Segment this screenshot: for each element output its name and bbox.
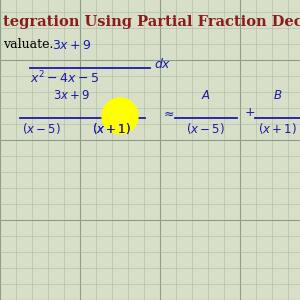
Text: $(x +1)$: $(x +1)$	[92, 121, 131, 136]
Text: $3x + 9$: $3x + 9$	[52, 39, 92, 52]
Text: $+$: $+$	[244, 106, 256, 119]
Circle shape	[102, 98, 138, 134]
Text: $\approx$: $\approx$	[161, 106, 175, 119]
Text: $dx$: $dx$	[154, 57, 171, 71]
Text: valuate.: valuate.	[3, 38, 53, 51]
Text: $A$: $A$	[201, 89, 211, 102]
Text: $B$: $B$	[273, 89, 283, 102]
Text: $(x-5)$: $(x-5)$	[22, 121, 62, 136]
Text: $x^2-4x-5$: $x^2-4x-5$	[30, 70, 99, 87]
Text: $(x +1)$: $(x +1)$	[92, 121, 131, 136]
Text: tegration Using Partial Fraction Decompos: tegration Using Partial Fraction Decompo…	[3, 15, 300, 29]
Text: $(x-5)$: $(x-5)$	[187, 121, 226, 136]
Text: $3x+9$: $3x+9$	[53, 89, 91, 102]
Text: $(x+1)$: $(x+1)$	[259, 121, 298, 136]
